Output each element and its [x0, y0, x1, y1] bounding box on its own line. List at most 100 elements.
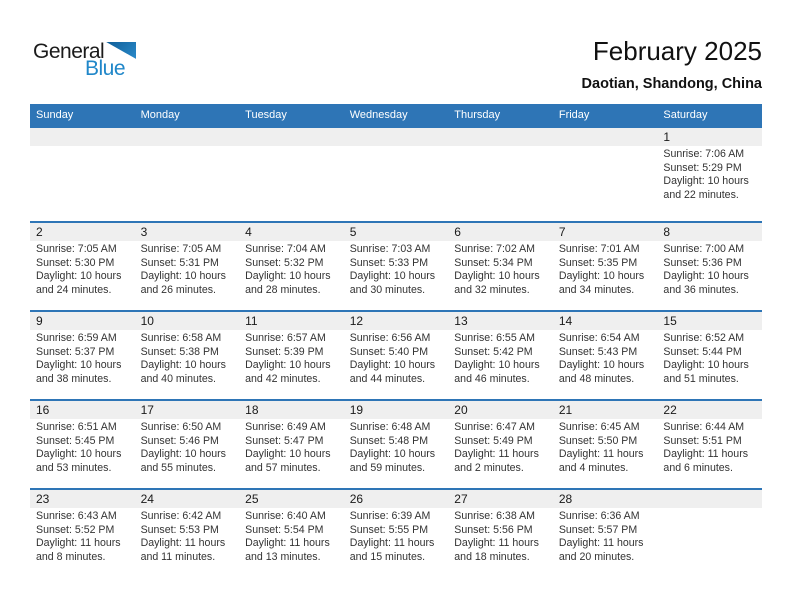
- day-details: [448, 146, 553, 221]
- sunrise-text: Sunrise: 6:51 AM: [36, 421, 117, 433]
- sunset-text: Sunset: 5:55 PM: [349, 523, 429, 536]
- sunset-text: Sunset: 5:51 PM: [663, 434, 742, 447]
- sunset-text: Sunset: 5:49 PM: [454, 434, 533, 447]
- sunset-text: Sunset: 5:47 PM: [245, 434, 324, 447]
- sunset-text: Sunset: 5:33 PM: [349, 256, 429, 269]
- sunset-text: Sunset: 5:46 PM: [140, 434, 219, 447]
- daylight-text: Daylight: 11 hours and 15 minutes.: [349, 537, 435, 563]
- weekday-header: Wednesday: [349, 109, 408, 121]
- sunrise-text: Sunrise: 7:05 AM: [140, 243, 222, 255]
- week-row: 23 24 25 26 27 28 Sunrise: 6:43 AM Sunset: 5:52…: [30, 488, 762, 571]
- weekday-header: Monday: [140, 109, 180, 121]
- sunset-text: Sunset: 5:48 PM: [349, 434, 429, 447]
- daylight-text: Daylight: 10 hours and 26 minutes.: [140, 270, 226, 296]
- day-number: [344, 128, 449, 146]
- day-number: 17: [140, 403, 154, 417]
- sunset-text: Sunset: 5:38 PM: [140, 345, 219, 358]
- daylight-text: Daylight: 10 hours and 42 minutes.: [245, 359, 331, 385]
- sunset-text: Sunset: 5:57 PM: [558, 523, 638, 536]
- daylight-text: Daylight: 11 hours and 18 minutes.: [454, 537, 539, 563]
- logo-text-general: General: [33, 40, 105, 63]
- day-number: 28: [558, 492, 573, 506]
- daylight-text: Daylight: 11 hours and 2 minutes.: [454, 448, 539, 474]
- sunset-text: Sunset: 5:37 PM: [36, 345, 115, 358]
- sunrise-text: Sunrise: 6:36 AM: [558, 510, 640, 522]
- week-row: 9 10 11 12 13 14 15 Sunrise: 6:59 AM Sunset: 5:3…: [30, 310, 762, 399]
- day-number: 15: [663, 314, 677, 328]
- sunrise-text: Sunrise: 6:55 AM: [454, 332, 535, 344]
- sunrise-text: Sunrise: 6:52 AM: [663, 332, 745, 344]
- day-number-band: 23 24 25 26 27 28: [30, 490, 762, 508]
- weekday-header: Saturday: [663, 109, 708, 121]
- sunset-text: Sunset: 5:36 PM: [663, 256, 742, 269]
- sunrise-text: Sunrise: 7:02 AM: [454, 243, 535, 255]
- sunset-text: Sunset: 5:39 PM: [245, 345, 324, 358]
- sunrise-text: Sunrise: 7:05 AM: [36, 243, 117, 255]
- day-number: 7: [558, 225, 566, 239]
- sunset-text: Sunset: 5:44 PM: [663, 345, 742, 358]
- sunrise-text: Sunrise: 6:59 AM: [36, 332, 117, 344]
- sunset-text: Sunset: 5:32 PM: [245, 256, 324, 269]
- day-details-band: Sunrise: 6:51 AM Sunset: 5:45 PM Daylight:…: [30, 419, 762, 488]
- daylight-text: Daylight: 11 hours and 4 minutes.: [558, 448, 644, 474]
- logo-text-blue: Blue: [85, 57, 126, 80]
- sunset-text: Sunset: 5:30 PM: [36, 256, 115, 269]
- day-details: Sunrise: 7:05 AM Sunset: 5:31 PM Daylight:…: [135, 241, 240, 310]
- sunrise-text: Sunrise: 6:57 AM: [245, 332, 326, 344]
- daylight-text: Daylight: 10 hours and 53 minutes.: [36, 448, 122, 474]
- day-number: 27: [454, 492, 468, 506]
- daylight-text: Daylight: 11 hours and 6 minutes.: [663, 448, 749, 474]
- day-number: 21: [558, 403, 573, 417]
- day-details: Sunrise: 6:48 AM Sunset: 5:48 PM Daylight:…: [344, 419, 449, 488]
- sunrise-text: Sunrise: 6:43 AM: [36, 510, 117, 522]
- day-number: 5: [349, 225, 357, 239]
- day-number: [30, 128, 135, 146]
- day-details: Sunrise: 6:44 AM Sunset: 5:51 PM Daylight:…: [657, 419, 762, 488]
- sunset-text: Sunset: 5:35 PM: [558, 256, 638, 269]
- day-number: 8: [663, 225, 671, 239]
- day-details: [657, 508, 762, 571]
- sunrise-text: Sunrise: 6:40 AM: [245, 510, 326, 522]
- sunrise-text: Sunrise: 6:56 AM: [349, 332, 431, 344]
- day-details-band: Sunrise: 7:06 AM Sunset: 5:29 PM Daylight:…: [30, 146, 762, 221]
- day-number: [448, 128, 553, 146]
- day-number: 25: [245, 492, 259, 506]
- day-number: 14: [558, 314, 573, 328]
- location-subtitle: Daotian, Shandong, China: [581, 76, 762, 92]
- daylight-text: Daylight: 10 hours and 28 minutes.: [245, 270, 331, 296]
- day-details-band: Sunrise: 6:59 AM Sunset: 5:37 PM Daylight:…: [30, 330, 762, 399]
- sunset-text: Sunset: 5:56 PM: [454, 523, 533, 536]
- calendar-grid: Sunday Monday Tuesday Wednesday Thursday Frid…: [30, 104, 762, 571]
- week-row: 1 Sunrise: 7:06 AM Sunset: 5:29 PM Daylight…: [30, 126, 762, 221]
- page-title: February 2025: [592, 36, 762, 66]
- day-number-band: 9 10 11 12 13 14 15: [30, 312, 762, 330]
- day-number-band: 1: [30, 128, 762, 146]
- day-number: 12: [349, 314, 364, 328]
- day-details: Sunrise: 7:06 AM Sunset: 5:29 PM Daylight:…: [657, 146, 762, 221]
- daylight-text: Daylight: 10 hours and 57 minutes.: [245, 448, 331, 474]
- weekday-header: Thursday: [454, 109, 501, 121]
- day-number: 18: [245, 403, 259, 417]
- day-details: Sunrise: 6:36 AM Sunset: 5:57 PM Daylight:…: [553, 508, 658, 571]
- sunset-text: Sunset: 5:50 PM: [558, 434, 638, 447]
- daylight-text: Daylight: 11 hours and 13 minutes.: [245, 537, 330, 563]
- day-number: 16: [36, 403, 50, 417]
- sunrise-text: Sunrise: 6:47 AM: [454, 421, 535, 433]
- day-number-band: 16 17 18 19 20 21 22: [30, 401, 762, 419]
- daylight-text: Daylight: 10 hours and 40 minutes.: [140, 359, 226, 385]
- day-number: 1: [663, 130, 671, 144]
- daylight-text: Daylight: 10 hours and 36 minutes.: [663, 270, 749, 296]
- sunrise-text: Sunrise: 6:44 AM: [663, 421, 745, 433]
- day-details: Sunrise: 7:02 AM Sunset: 5:34 PM Daylight:…: [448, 241, 553, 310]
- day-number: 24: [140, 492, 154, 506]
- daylight-text: Daylight: 10 hours and 44 minutes.: [349, 359, 436, 385]
- weekday-header: Tuesday: [245, 109, 287, 121]
- day-details: Sunrise: 6:45 AM Sunset: 5:50 PM Daylight:…: [553, 419, 658, 488]
- daylight-text: Daylight: 10 hours and 32 minutes.: [454, 270, 540, 296]
- weekday-header: Sunday: [36, 109, 74, 121]
- day-details: Sunrise: 6:50 AM Sunset: 5:46 PM Daylight:…: [135, 419, 240, 488]
- day-number: 10: [140, 314, 154, 328]
- day-details: Sunrise: 6:40 AM Sunset: 5:54 PM Daylight:…: [239, 508, 344, 571]
- day-details: Sunrise: 6:56 AM Sunset: 5:40 PM Daylight:…: [344, 330, 449, 399]
- daylight-text: Daylight: 10 hours and 59 minutes.: [349, 448, 436, 474]
